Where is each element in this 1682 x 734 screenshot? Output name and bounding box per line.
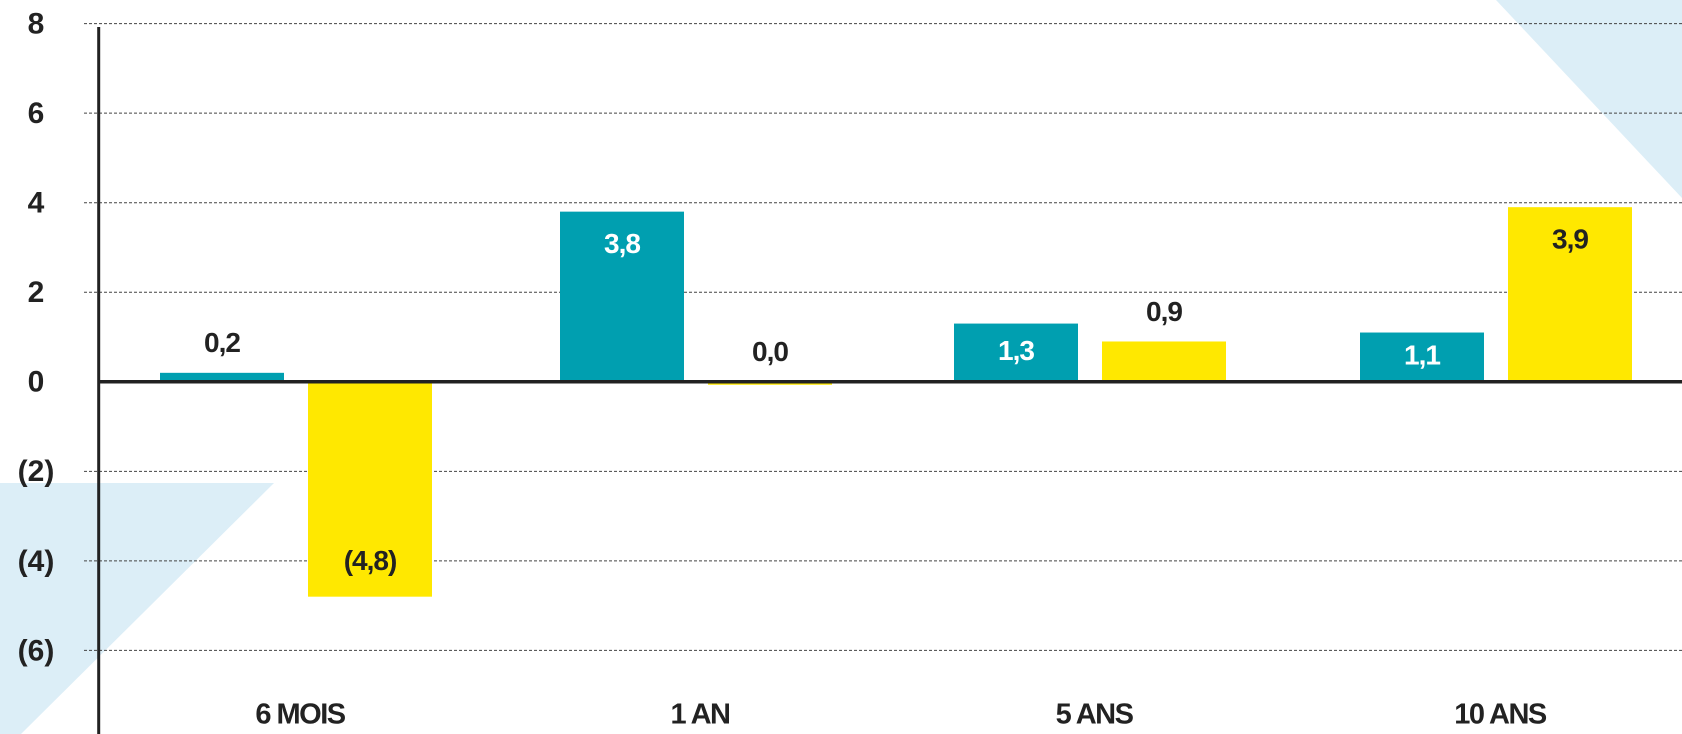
y-tick-label: (4) bbox=[18, 545, 55, 578]
value-label: 0,2 bbox=[204, 327, 240, 358]
y-tick-label: (6) bbox=[18, 634, 55, 667]
bar bbox=[560, 211, 684, 382]
value-label: 1,1 bbox=[1404, 340, 1440, 371]
y-tick-label: 6 bbox=[28, 97, 45, 130]
y-tick-label: 4 bbox=[28, 187, 45, 220]
value-label: 0,9 bbox=[1146, 296, 1182, 327]
y-tick-label: (2) bbox=[18, 455, 55, 488]
bar bbox=[1360, 332, 1484, 382]
value-label: 3,8 bbox=[604, 228, 640, 259]
bar bbox=[308, 381, 432, 597]
bar bbox=[160, 372, 284, 382]
bar bbox=[1102, 341, 1226, 382]
value-label: (4,8) bbox=[344, 545, 397, 576]
bar bbox=[1508, 207, 1632, 382]
bar bbox=[954, 323, 1078, 382]
value-label: 1,3 bbox=[998, 335, 1034, 366]
x-tick-label: 5 ANS bbox=[1056, 699, 1134, 731]
x-tick-label: 6 MOIS bbox=[255, 699, 345, 731]
y-tick-label: 8 bbox=[28, 8, 45, 41]
x-tick-label: 1 AN bbox=[671, 699, 730, 731]
value-label: 3,9 bbox=[1552, 224, 1588, 255]
decoration bbox=[1496, 0, 1682, 198]
y-tick-label: 2 bbox=[28, 276, 45, 309]
x-tick-label: 10 ANS bbox=[1454, 699, 1547, 731]
y-tick-label: 0 bbox=[28, 366, 45, 399]
value-label: 0,0 bbox=[752, 336, 788, 367]
decoration bbox=[0, 483, 274, 734]
